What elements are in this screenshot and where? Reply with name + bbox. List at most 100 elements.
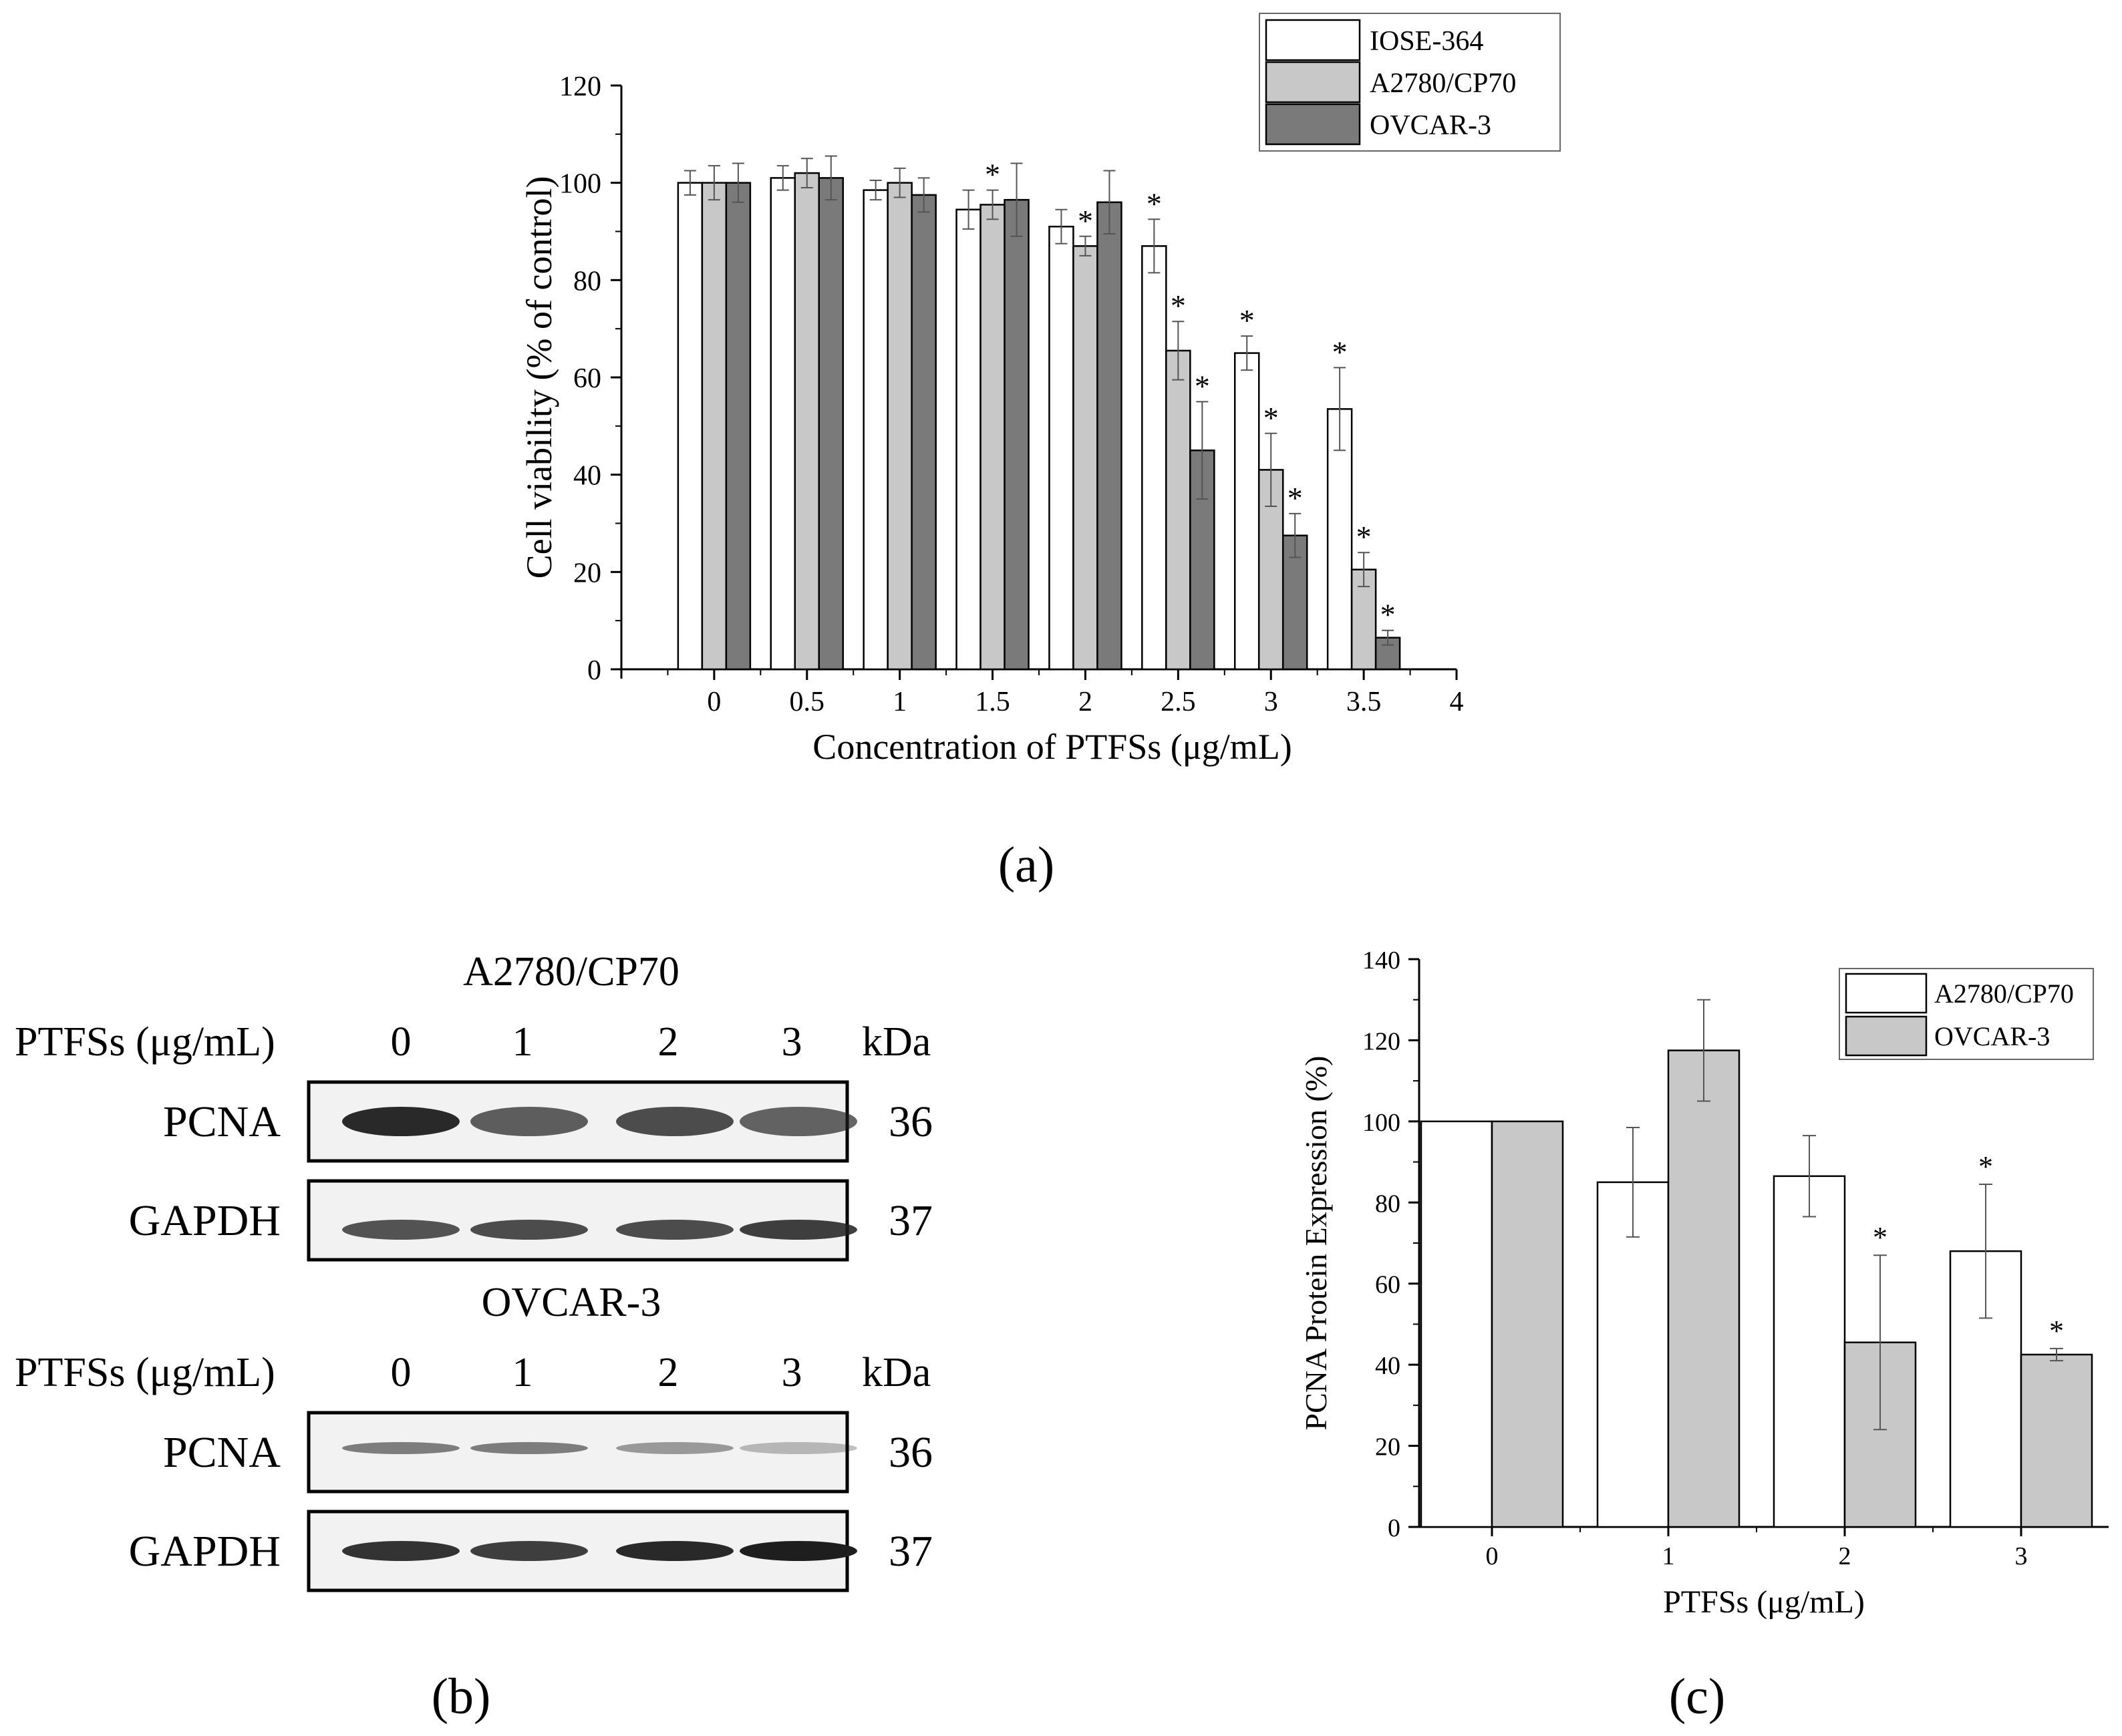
blot-protein-label: GAPDH [129,1196,281,1245]
blot-kda-value: 37 [889,1527,933,1576]
blot-kda-value: 37 [889,1196,933,1245]
protein-band [616,1220,734,1240]
y-tick-label: 60 [1375,1271,1400,1299]
bar [1096,201,1122,671]
bar [863,189,889,671]
protein-band [342,1107,460,1136]
bar [1165,349,1191,671]
legend-label: A2780/CP70 [1370,68,1516,99]
bar [1233,352,1260,671]
y-axis-title: Cell viability (% of control) [519,176,559,579]
x-tick-label: 0.5 [790,687,825,717]
y-tick-label: 80 [1375,1190,1400,1218]
x-tick-label: 2 [1839,1542,1851,1570]
bar [1072,245,1098,671]
blot-cell-line-title: A2780/CP70 [463,949,679,995]
x-tick-label: 2 [1078,687,1092,717]
blot-protein-label: GAPDH [129,1527,281,1576]
bar [701,182,728,671]
x-axis-title: Concentration of PTFSs (μg/mL) [812,727,1292,767]
blot-dose-label: 3 [782,1350,802,1395]
legend: A2780/CP70 OVCAR-3 [1839,968,2094,1060]
significance-star: * [985,158,1000,192]
legend: IOSE-364 A2780/CP70 OVCAR-3 [1259,13,1561,152]
bar [955,208,981,671]
blot-dose-label: 2 [658,1350,679,1395]
bar [1420,1120,1493,1528]
protein-band [740,1220,857,1240]
blot-panel-a2780: A2780/CP70 PTFSs (μg/mL) 0 1 2 3 kDa PCNA 36 GAPD… [15,949,933,1262]
bar [1048,225,1074,671]
legend-label: IOSE-364 [1370,26,1483,57]
significance-star: * [1380,598,1396,632]
significance-star: * [1356,520,1372,554]
legend-label: OVCAR-3 [1370,110,1491,141]
blot-dose-label: 0 [391,1019,412,1065]
blot-kda-value: 36 [889,1428,933,1477]
significance-star: * [1239,303,1255,337]
x-tick-label: 2.5 [1161,687,1196,717]
protein-band [470,1442,588,1454]
protein-band [616,1442,734,1454]
blot-dose-label: 0 [391,1350,412,1395]
blot-kda-header: kDa [862,1019,931,1065]
significance-star: * [1078,204,1093,238]
legend-label: A2780/CP70 [1934,979,2074,1009]
bar [1773,1175,1846,1528]
bar [979,204,1006,671]
y-tick-label: 20 [573,558,601,588]
blot-panel-ovcar: OVCAR-3 PTFSs (μg/mL) 0 1 2 3 kDa PCNA 36 GAPDH 37 [15,1280,933,1592]
y-tick-label: 100 [559,169,601,200]
legend-swatch [1845,973,1928,1014]
legend-swatch [1265,61,1361,104]
x-tick-label: 0 [1486,1542,1499,1570]
significance-star: * [1195,369,1210,403]
bar [1667,1049,1740,1528]
protein-band [740,1442,857,1454]
protein-band [470,1107,588,1136]
x-tick-label: 1 [893,687,907,717]
bar [1189,450,1215,671]
bar [1141,245,1167,671]
x-tick-label: 3 [1264,687,1278,717]
blot-cell-line-title: OVCAR-3 [482,1280,661,1325]
y-tick-label: 80 [573,266,601,297]
significance-star: * [1263,401,1279,435]
y-tick-label: 0 [1388,1514,1400,1542]
bar [887,182,913,671]
protein-band [342,1541,460,1561]
bar [725,182,752,671]
legend-label: OVCAR-3 [1934,1021,2050,1051]
panel-a-label: (a) [998,837,1054,893]
panel-c-label: (c) [1669,1669,1725,1725]
x-tick-label: 3 [2015,1542,2028,1570]
protein-band [342,1442,460,1454]
significance-star: * [1332,335,1348,369]
legend-swatch [1845,1015,1928,1057]
bar [818,177,845,671]
significance-star: * [1171,289,1186,323]
blot-dose-label: 1 [512,1019,533,1065]
blot-dose-label: 1 [512,1350,533,1395]
protein-band [616,1107,734,1136]
panel-c-chart: 0 20 40 60 80 100 120 140 0 1 2 * 3 * * PTFSs (μg/mL) PC… [1299,946,2109,1620]
protein-band [740,1107,857,1136]
panel-b-western-blots: A2780/CP70 PTFSs (μg/mL) 0 1 2 3 kDa PCNA 36 GAPD… [15,949,933,1592]
x-axis-title: PTFSs (μg/mL) [1663,1584,1865,1620]
y-tick-label: 20 [1375,1433,1400,1461]
x-tick-label: 0 [707,687,721,717]
bar [1004,198,1030,671]
bar [1326,408,1353,671]
panel-a-chart: 0 20 40 60 80 100 120 0 0.5 1 1.5 2 2.5 3 3.5 4 * * * * * * * *… [519,13,1561,767]
y-tick-label: 0 [587,655,601,686]
blot-kda-header: kDa [862,1350,931,1395]
protein-band [470,1541,588,1561]
y-tick-label: 60 [573,363,601,394]
blot-protein-label: PCNA [163,1097,281,1146]
blot-protein-label: PCNA [163,1428,281,1477]
x-tick-label: 1 [1662,1542,1675,1570]
blot-treatment-label: PTFSs (μg/mL) [15,1350,275,1395]
x-tick-label: 1.5 [975,687,1010,717]
blot-treatment-label: PTFSs (μg/mL) [15,1019,275,1065]
